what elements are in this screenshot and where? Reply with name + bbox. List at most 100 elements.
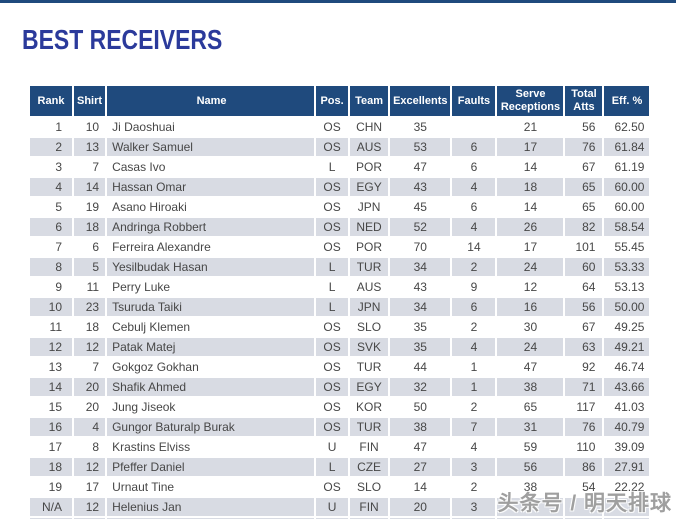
column-header-serve_receptions: Serve Receptions — [497, 86, 564, 116]
cell-excellents: 14 — [390, 478, 451, 496]
table-row: 9 11 Perry Luke L AUS 43 9 12 64 53.13 — [30, 278, 650, 296]
cell-total_atts: 86 — [565, 458, 603, 476]
cell-serve_receptions: 14 — [497, 158, 564, 176]
cell-total_atts: 56 — [565, 118, 603, 136]
table-header-row: Rank Shirt Name Pos. Team Excellents Faults Ser… — [30, 86, 650, 116]
cell-pos: OS — [316, 358, 349, 376]
cell-eff: 50.00 — [604, 298, 650, 316]
column-header-eff: Eff. % — [604, 86, 650, 116]
cell-total_atts: 56 — [565, 298, 603, 316]
table-row: 1 10 Ji Daoshuai OS CHN 35 21 56 62.50 — [30, 118, 650, 136]
cell-rank: 15 — [30, 398, 72, 416]
cell-faults: 6 — [452, 198, 496, 216]
cell-total_atts: 76 — [565, 418, 603, 436]
cell-serve_receptions: 21 — [497, 118, 564, 136]
cell-shirt: 10 — [74, 118, 106, 136]
cell-shirt: 12 — [74, 338, 106, 356]
cell-total_atts: 60 — [565, 258, 603, 276]
cell-shirt: 12 — [74, 498, 106, 516]
cell-serve_receptions: 17 — [497, 238, 564, 256]
cell-pos: L — [316, 278, 349, 296]
top-border-line — [0, 0, 676, 3]
cell-faults: 3 — [452, 458, 496, 476]
cell-eff: 53.33 — [604, 258, 650, 276]
cell-excellents: 35 — [390, 318, 451, 336]
cell-serve_receptions: 47 — [497, 358, 564, 376]
table-row: 12 12 Patak Matej OS SVK 35 4 24 63 49.21 — [30, 338, 650, 356]
cell-eff: 46.74 — [604, 358, 650, 376]
cell-rank: N/A — [30, 498, 72, 516]
cell-name: Krastins Elviss — [107, 438, 315, 456]
cell-serve_receptions: 17 — [497, 138, 564, 156]
table-row: N/A 12 Helenius Jan U FIN 20 3 — [30, 498, 650, 516]
cell-faults: 3 — [452, 498, 496, 516]
cell-name: Helenius Jan — [107, 498, 315, 516]
cell-rank: 12 — [30, 338, 72, 356]
cell-serve_receptions: 14 — [497, 198, 564, 216]
cell-total_atts: 82 — [565, 218, 603, 236]
cell-pos: U — [316, 498, 349, 516]
cell-excellents: 47 — [390, 158, 451, 176]
cell-name: Patak Matej — [107, 338, 315, 356]
cell-serve_receptions: 16 — [497, 298, 564, 316]
cell-shirt: 17 — [74, 478, 106, 496]
cell-serve_receptions: 12 — [497, 278, 564, 296]
cell-excellents: 34 — [390, 258, 451, 276]
cell-rank: 3 — [30, 158, 72, 176]
cell-faults: 4 — [452, 178, 496, 196]
cell-shirt: 23 — [74, 298, 106, 316]
cell-excellents: 50 — [390, 398, 451, 416]
cell-total_atts — [565, 498, 603, 516]
cell-faults: 2 — [452, 318, 496, 336]
cell-shirt: 11 — [74, 278, 106, 296]
cell-faults: 1 — [452, 358, 496, 376]
cell-total_atts: 101 — [565, 238, 603, 256]
cell-rank: 17 — [30, 438, 72, 456]
cell-pos: OS — [316, 478, 349, 496]
cell-pos: OS — [316, 178, 349, 196]
table-row: 7 6 Ferreira Alexandre OS POR 70 14 17 101 55.45 — [30, 238, 650, 256]
table-row: 10 23 Tsuruda Taiki L JPN 34 6 16 56 50.00 — [30, 298, 650, 316]
cell-faults: 4 — [452, 438, 496, 456]
cell-team: KOR — [350, 398, 389, 416]
cell-pos: L — [316, 258, 349, 276]
cell-shirt: 4 — [74, 418, 106, 436]
cell-total_atts: 117 — [565, 398, 603, 416]
cell-excellents: 38 — [390, 418, 451, 436]
cell-eff: 53.13 — [604, 278, 650, 296]
cell-name: Ferreira Alexandre — [107, 238, 315, 256]
cell-pos: OS — [316, 198, 349, 216]
cell-name: Pfeffer Daniel — [107, 458, 315, 476]
cell-rank: 8 — [30, 258, 72, 276]
table-row: 6 18 Andringa Robbert OS NED 52 4 26 82 58.54 — [30, 218, 650, 236]
cell-name: Jung Jiseok — [107, 398, 315, 416]
cell-shirt: 19 — [74, 198, 106, 216]
cell-eff: 27.91 — [604, 458, 650, 476]
cell-faults: 9 — [452, 278, 496, 296]
cell-excellents: 32 — [390, 378, 451, 396]
cell-pos: OS — [316, 218, 349, 236]
cell-eff: 60.00 — [604, 178, 650, 196]
cell-team: CHN — [350, 118, 389, 136]
cell-team: CZE — [350, 458, 389, 476]
cell-faults: 4 — [452, 338, 496, 356]
cell-excellents: 52 — [390, 218, 451, 236]
column-header-name: Name — [107, 86, 315, 116]
cell-name: Asano Hiroaki — [107, 198, 315, 216]
cell-eff: 22.22 — [604, 478, 650, 496]
cell-shirt: 20 — [74, 378, 106, 396]
cell-serve_receptions: 38 — [497, 478, 564, 496]
cell-total_atts: 92 — [565, 358, 603, 376]
cell-faults: 2 — [452, 398, 496, 416]
cell-total_atts: 65 — [565, 178, 603, 196]
cell-eff: 39.09 — [604, 438, 650, 456]
cell-excellents: 35 — [390, 118, 451, 136]
cell-faults: 6 — [452, 298, 496, 316]
cell-total_atts: 76 — [565, 138, 603, 156]
cell-team: JPN — [350, 198, 389, 216]
cell-serve_receptions: 24 — [497, 338, 564, 356]
cell-rank: 1 — [30, 118, 72, 136]
cell-faults: 4 — [452, 218, 496, 236]
cell-name: Perry Luke — [107, 278, 315, 296]
table-row: 11 18 Cebulj Klemen OS SLO 35 2 30 67 49.25 — [30, 318, 650, 336]
